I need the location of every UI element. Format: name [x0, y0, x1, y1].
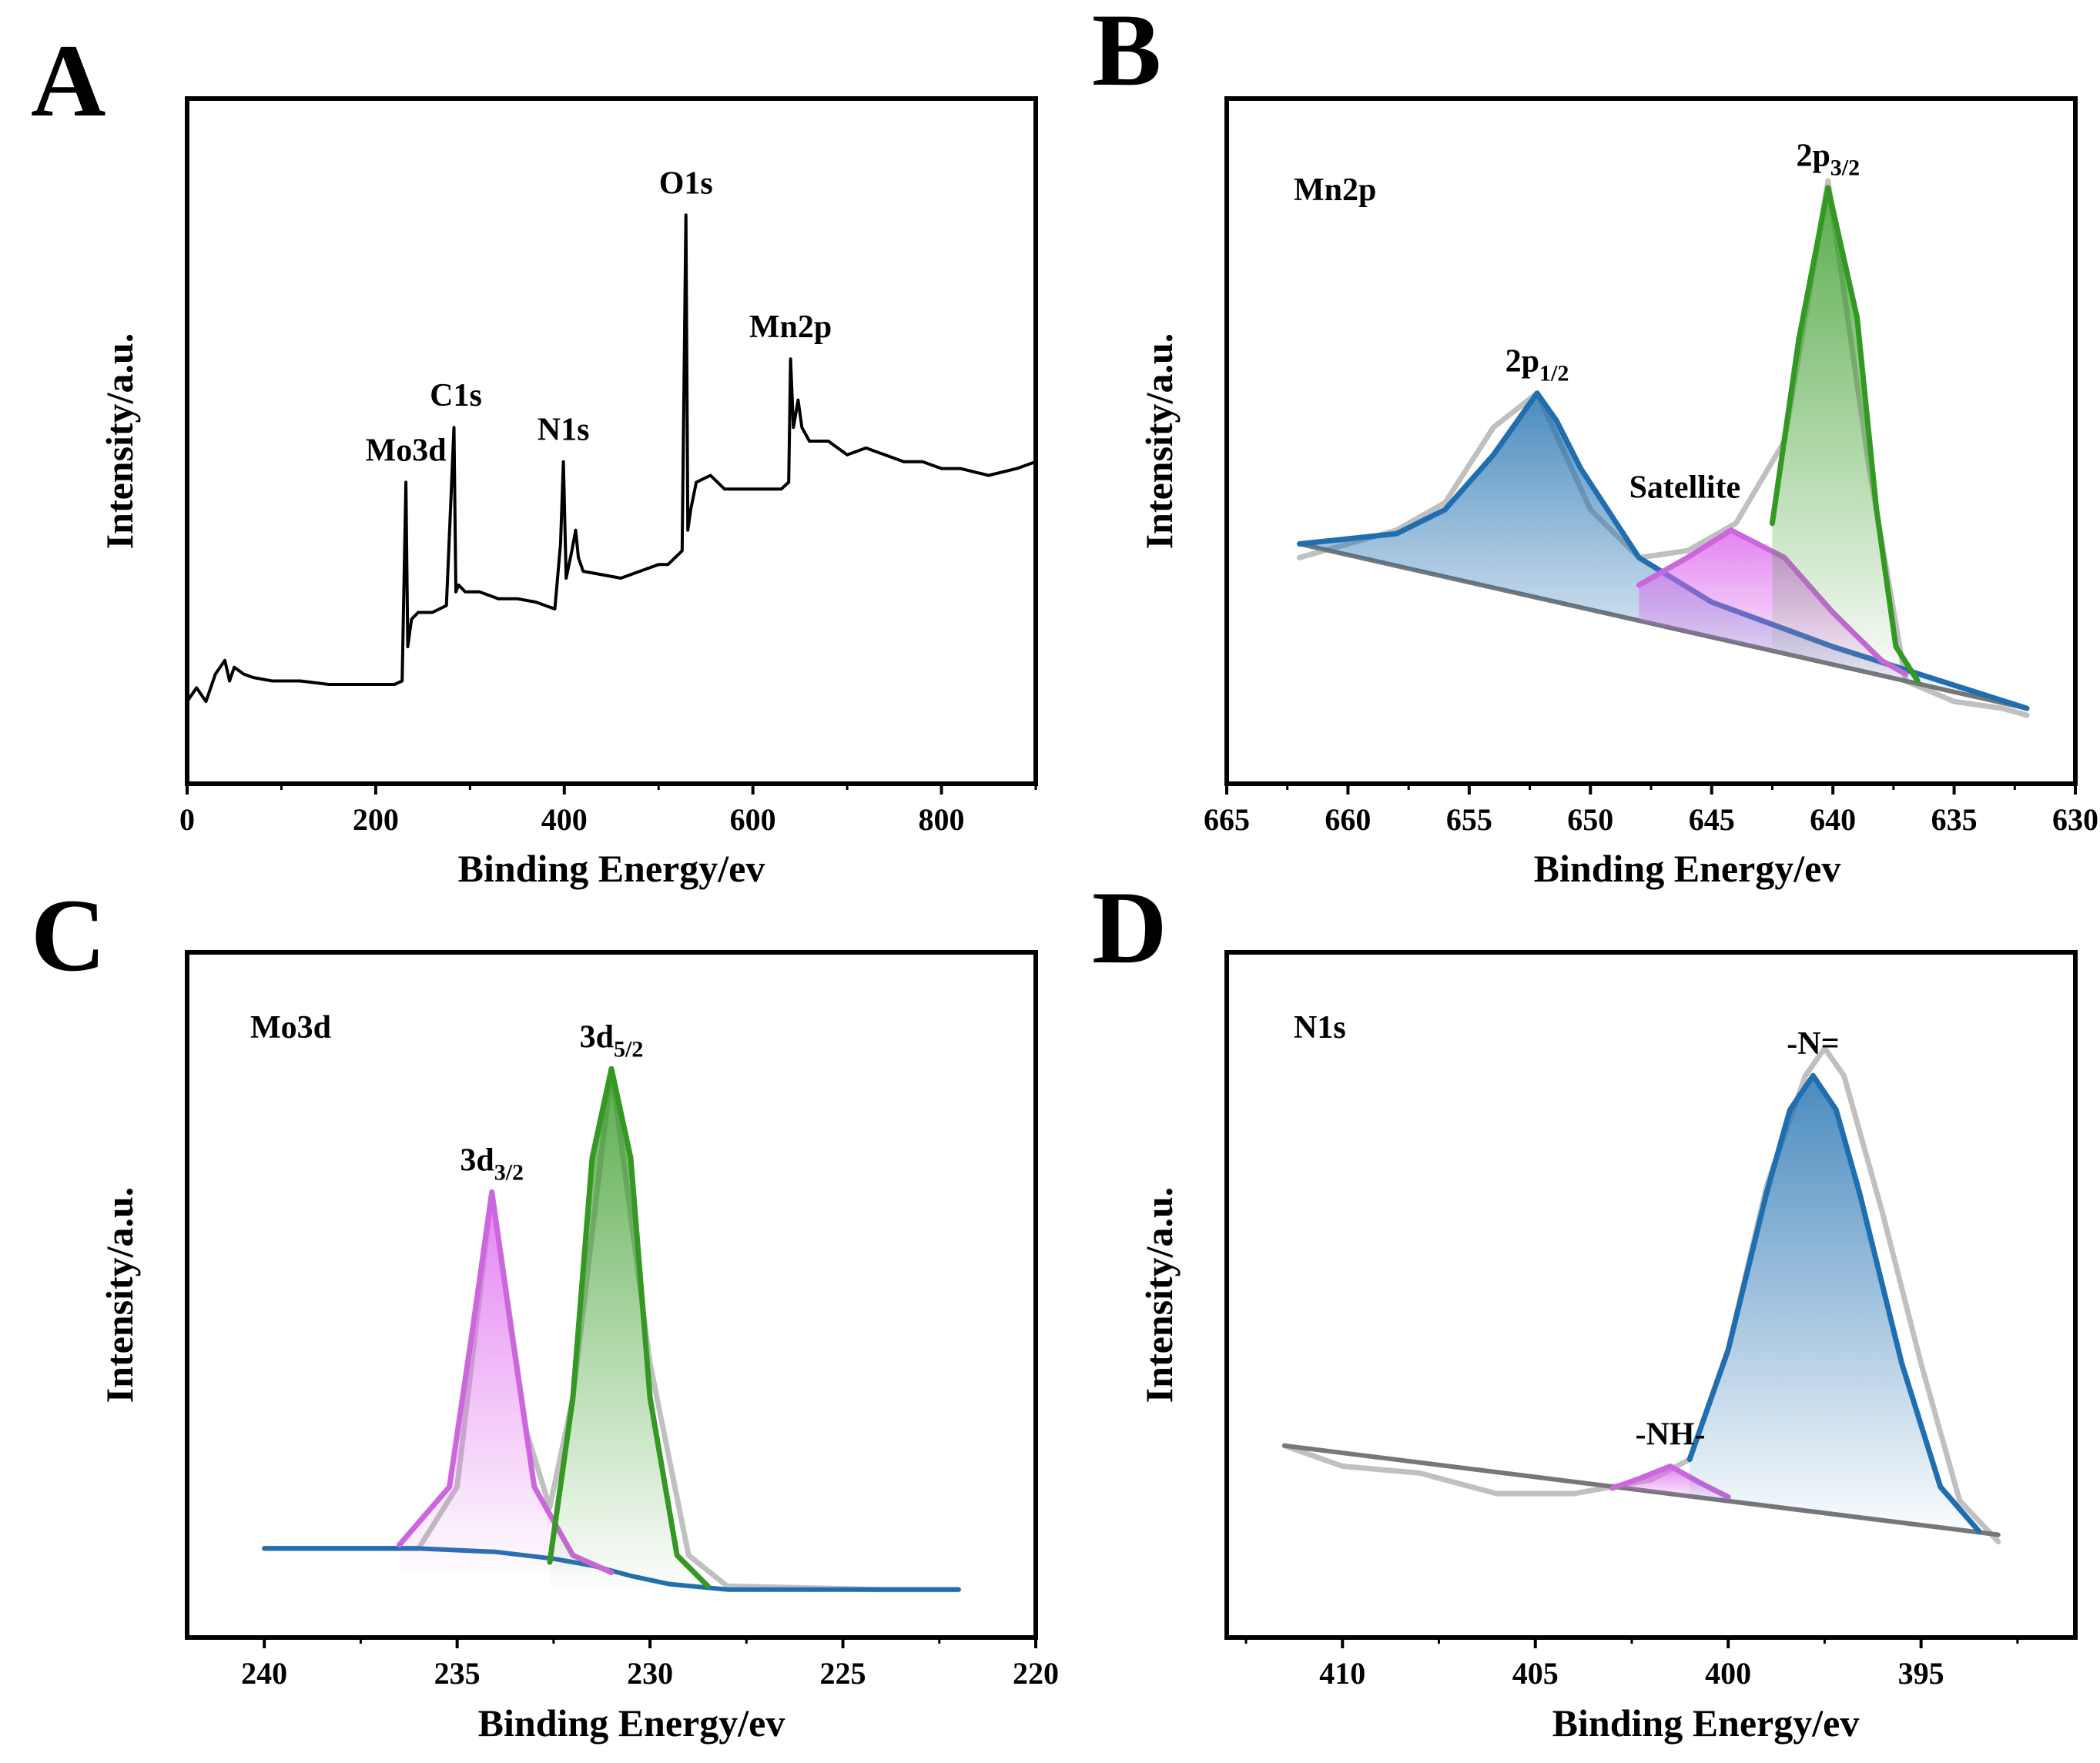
panel-d-tick-label-400: 400	[1705, 1656, 1751, 1691]
panel-d-title: N1s	[1294, 1010, 1346, 1045]
panel-b-title: Mn2p	[1294, 172, 1376, 208]
panel-b-tick-label-640: 640	[1810, 802, 1856, 837]
panel-d-ylabel: Intensity/a.u.	[1137, 1187, 1181, 1403]
panel-d-tick-label-395: 395	[1898, 1656, 1944, 1691]
panel-b-2p3-2-line	[1769, 185, 1921, 684]
panel-d: -NH- -N= 410 405 400 395 N1s Binding Energy/…	[1137, 950, 2078, 1745]
panel-b-tick-label-660: 660	[1325, 802, 1371, 837]
panel-a-label-o1s: O1s	[659, 166, 713, 201]
panel-a-xlabel: Binding Energy/ev	[458, 847, 765, 890]
panel-a-tick-label-200: 200	[353, 802, 399, 837]
panel-d-n-line	[1686, 1072, 1982, 1534]
panel-c-ticks: 240 235 230 225 220	[241, 1638, 1059, 1691]
panel-d-n-fill	[1690, 1076, 1979, 1533]
panel-a-tick-label-800: 800	[919, 802, 965, 837]
panel-b-tick-label-665: 665	[1204, 802, 1250, 837]
panel-a-ylabel: Intensity/a.u.	[98, 333, 141, 550]
panel-b-2p1-2-fill	[1299, 393, 2027, 709]
panel-b-label-satellite: Satellite	[1629, 470, 1741, 506]
panel-d-ticks: 410 405 400 395	[1244, 1638, 2019, 1691]
panel-a-label-mo3d: Mo3d	[366, 433, 447, 468]
panel-c-plot: 3d3/2 3d5/2	[261, 1019, 962, 1593]
panel-d-label-n: -N=	[1787, 1026, 1839, 1062]
panel-d-tick-label-405: 405	[1512, 1656, 1559, 1691]
panel-c-tick-label-240: 240	[241, 1656, 287, 1691]
panel-b-tick-label-655: 655	[1446, 802, 1492, 837]
panel-a-label-mn2p: Mn2p	[749, 309, 832, 345]
panel-a-plot: Mo3d C1s N1s O1s Mn2p	[186, 166, 1037, 704]
panel-d-xlabel: Binding Energy/ev	[1552, 1701, 1860, 1745]
panel-b-tick-label-630: 630	[2052, 802, 2098, 837]
panel-d-plot: -NH- -N=	[1281, 1026, 2001, 1544]
panel-c-ylabel: Intensity/a.u.	[98, 1187, 141, 1403]
panel-c-label-3d5-2: 3d5/2	[580, 1019, 644, 1062]
panel-c-tick-label-220: 220	[1013, 1656, 1059, 1691]
panel-b-tick-label-635: 635	[1931, 802, 1978, 837]
panel-b: 2p1/2 Satellite 2p3/2 665 660 655 650 645 640 63…	[1137, 96, 2098, 890]
panel-c-title: Mo3d	[250, 1010, 331, 1045]
panel-a-tick-label-400: 400	[541, 802, 588, 837]
panel-b-plot: 2p1/2 Satellite 2p3/2	[1297, 139, 2030, 718]
panel-b-ticks: 665 660 655 650 645 640 635 630	[1204, 784, 2098, 837]
panel-d-frame	[1224, 950, 2078, 1640]
panel-b-tick-label-645: 645	[1689, 802, 1735, 837]
panel-letter-d: D	[1092, 871, 1167, 985]
panel-d-tick-label-410: 410	[1319, 1656, 1365, 1691]
panel-a-ticks: 0 200 400 600 800	[179, 784, 1037, 837]
panel-c-frame	[185, 950, 1038, 1640]
panel-c: 3d3/2 3d5/2 240 235 230 225 220 Mo3d Binding …	[98, 950, 1059, 1745]
panel-c-3d5-2-line	[547, 1065, 711, 1589]
panel-b-raw-line	[1297, 178, 2030, 718]
panel-a-frame	[185, 96, 1038, 786]
panel-b-label-2p1-2: 2p1/2	[1506, 344, 1569, 386]
panel-b-tick-label-650: 650	[1567, 802, 1613, 837]
panel-d-label-nh: -NH-	[1636, 1417, 1706, 1453]
panel-b-ylabel: Intensity/a.u.	[1137, 333, 1181, 550]
panel-b-label-2p3-2: 2p3/2	[1796, 139, 1860, 181]
panel-c-tick-label-235: 235	[434, 1656, 481, 1691]
panel-b-xlabel: Binding Energy/ev	[1534, 847, 1841, 890]
panel-a: Mo3d C1s N1s O1s Mn2p 0 200 400 600 800 Binding …	[98, 96, 1038, 890]
panel-a-tick-label-0: 0	[179, 802, 195, 837]
panel-letter-a: A	[31, 24, 106, 139]
panel-letter-b: B	[1092, 0, 1161, 108]
panel-c-label-3d3-2: 3d3/2	[460, 1143, 524, 1186]
panel-letter-c: C	[31, 878, 106, 993]
panel-c-tick-label-225: 225	[820, 1656, 866, 1691]
panel-a-survey-line	[186, 213, 1037, 704]
panel-c-xlabel: Binding Energy/ev	[478, 1701, 785, 1745]
panel-a-tick-label-600: 600	[730, 802, 776, 837]
panel-a-label-c1s: C1s	[430, 378, 482, 413]
panel-a-label-n1s: N1s	[538, 413, 590, 448]
panel-c-tick-label-230: 230	[627, 1656, 673, 1691]
